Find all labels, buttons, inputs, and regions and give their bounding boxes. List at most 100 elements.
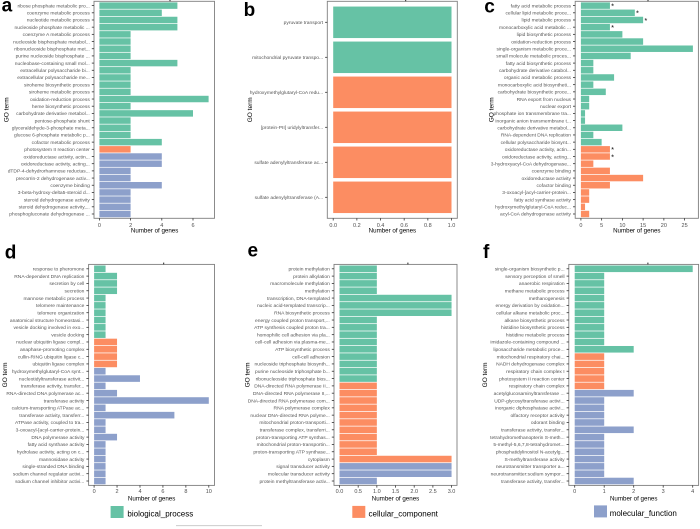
svg-text:lipid biosynthetic process: lipid biosynthetic process	[517, 32, 572, 38]
svg-text:carbohydrate derivative metabo: carbohydrate derivative metabol...	[497, 126, 571, 132]
svg-text:oxidoreductase activity, actin: oxidoreductase activity, acting...	[21, 161, 90, 167]
svg-text:histidine metabolic process: histidine metabolic process	[506, 332, 565, 338]
svg-text:transferase activity: transferase activity	[44, 398, 85, 404]
svg-text:alkane biosynthetic process: alkane biosynthetic process	[505, 318, 566, 324]
svg-text:0.8: 0.8	[424, 223, 432, 229]
svg-text:nucleotidyltransferase activit: nucleotidyltransferase activit...	[19, 376, 85, 382]
svg-text:GO term: GO term	[482, 362, 489, 387]
svg-text:4: 4	[138, 489, 141, 495]
svg-text:olfactory receptor activity: olfactory receptor activity	[511, 413, 566, 419]
svg-text:oxidoreductase activity, actin: oxidoreductase activity, acting...	[502, 154, 571, 160]
svg-text:0: 0	[98, 223, 101, 229]
svg-text:cellular_component: cellular_component	[369, 509, 439, 518]
svg-text:fatty acid metabolic process: fatty acid metabolic process	[511, 3, 572, 9]
svg-text:tetrahydromethanopterin S-meth: tetrahydromethanopterin S-meth...	[490, 435, 564, 441]
svg-text:1: 1	[603, 489, 606, 495]
svg-text:0.5: 0.5	[354, 489, 362, 495]
svg-text:ubiquitin ligase complex: ubiquitin ligase complex	[32, 362, 84, 368]
svg-text:molecular transducer activity: molecular transducer activity	[268, 471, 331, 477]
svg-text:nucleic acid-templated transcr: nucleic acid-templated transcrip...	[257, 303, 330, 309]
svg-text:RNA-dependent DNA replication: RNA-dependent DNA replication	[501, 133, 571, 139]
svg-text:purine nucleoside triphosphate: purine nucleoside triphosphate b...	[255, 369, 330, 375]
svg-text:0.0: 0.0	[329, 223, 337, 229]
svg-text:cellular alkane metabolic proc: cellular alkane metabolic proc...	[496, 310, 565, 316]
svg-text:histidine biosynthetic process: histidine biosynthetic process	[501, 325, 565, 331]
svg-text:fatty acid synthase activity: fatty acid synthase activity	[28, 442, 85, 448]
svg-text:3.0: 3.0	[448, 489, 456, 495]
svg-text:macromolecule methylation: macromolecule methylation	[270, 281, 330, 287]
svg-text:inorganic anion transmembrane: inorganic anion transmembrane t...	[495, 118, 571, 124]
svg-text:acetylglucosaminyltransferase: acetylglucosaminyltransferase ...	[494, 391, 565, 397]
svg-text:odorant binding: odorant binding	[531, 420, 565, 426]
svg-text:pentose-phosphate shunt: pentose-phosphate shunt	[35, 118, 91, 124]
svg-text:2: 2	[116, 489, 119, 495]
svg-text:ribonucleoside triphosphate bi: ribonucleoside triphosphate bios...	[256, 376, 330, 382]
svg-text:nucleoside triphosphate biosyn: nucleoside triphosphate biosynth...	[254, 362, 329, 368]
svg-text:hydroxymethylglutaryl-CoA redu: hydroxymethylglutaryl-CoA redu...	[250, 90, 323, 96]
svg-text:8: 8	[184, 489, 187, 495]
svg-text:neurotransmitter:sodium sympor: neurotransmitter:sodium sympor...	[491, 471, 565, 477]
svg-text:transcription, DNA-templated: transcription, DNA-templated	[267, 296, 330, 302]
svg-text:coenzyme binding: coenzyme binding	[532, 169, 572, 175]
svg-text:methanogenesis: methanogenesis	[529, 296, 565, 302]
svg-text:nuclear DNA-directed RNA polym: nuclear DNA-directed RNA polyme...	[250, 413, 329, 419]
svg-text:NADH dehydrogenase complex: NADH dehydrogenase complex	[496, 362, 565, 368]
svg-text:*: *	[644, 16, 647, 25]
svg-text:nucleoside phosphate metabolic: nucleoside phosphate metabolic ...	[14, 25, 89, 31]
svg-text:signal transducer activity: signal transducer activity	[276, 464, 330, 470]
svg-text:b: b	[244, 0, 256, 21]
svg-text:oxidoreductase activity, actin: oxidoreductase activity, actin...	[505, 147, 571, 153]
svg-text:GO term: GO term	[2, 362, 9, 387]
svg-text:siroheme biosynthetic process: siroheme biosynthetic process	[24, 82, 90, 88]
svg-text:vesicle docking involved in ex: vesicle docking involved in exo...	[13, 325, 84, 331]
svg-text:5: 5	[600, 223, 603, 229]
svg-text:cell-cell adhesion: cell-cell adhesion	[292, 354, 330, 360]
svg-text:ribose phosphate metabolic pro: ribose phosphate metabolic pro...	[17, 3, 89, 9]
svg-text:ribonucleoside bisphosphate me: ribonucleoside bisphosphate met...	[14, 46, 90, 52]
svg-text:proton-transporting ATP syntha: proton-transporting ATP synthas...	[256, 435, 330, 441]
svg-text:single-organism metabolic proc: single-organism metabolic proce...	[497, 46, 571, 52]
svg-text:cofactor metabolic process: cofactor metabolic process	[32, 140, 91, 146]
svg-text:dTDP-4-dehydrorhamnose reducta: dTDP-4-dehydrorhamnose reductas...	[8, 169, 90, 175]
svg-text:photosystem II reaction center: photosystem II reaction center	[499, 376, 565, 382]
svg-text:protein alkylation: protein alkylation	[293, 274, 330, 280]
svg-text:2.0: 2.0	[410, 489, 418, 495]
svg-text:3-oxoacyl-[acyl-carrier-protei: 3-oxoacyl-[acyl-carrier-protein...	[502, 190, 571, 196]
svg-text:monocarboxylic acid biosynthet: monocarboxylic acid biosyntheti...	[498, 82, 571, 88]
svg-text:respiratory chain complex: respiratory chain complex	[509, 384, 565, 390]
svg-text:RNA biosynthetic process: RNA biosynthetic process	[274, 310, 330, 316]
svg-text:GO term: GO term	[247, 97, 254, 122]
svg-text:energy coupled proton transpor: energy coupled proton transport,...	[255, 318, 330, 324]
svg-text:oxidation-reduction process: oxidation-reduction process	[511, 39, 571, 45]
svg-text:fatty acid biosynthetic proces: fatty acid biosynthetic process	[506, 61, 572, 67]
svg-text:sulfate adenylyltransferase ac: sulfate adenylyltransferase ac...	[254, 160, 323, 166]
svg-text:RNA export from nucleus: RNA export from nucleus	[517, 97, 572, 103]
svg-text:RNA polymerase complex: RNA polymerase complex	[274, 406, 331, 412]
svg-text:purine nucleoside bisphosphate: purine nucleoside bisphosphate ...	[16, 54, 90, 60]
svg-text:e: e	[248, 241, 259, 262]
svg-text:cell-cell adhesion via plasma-: cell-cell adhesion via plasma-me...	[255, 340, 330, 346]
svg-text:secretion by cell: secretion by cell	[49, 281, 84, 287]
svg-text:2.5: 2.5	[429, 489, 437, 495]
svg-text:mannosidase activity: mannosidase activity	[39, 457, 85, 463]
svg-text:mitochondrial proton-transport: mitochondrial proton-transportin...	[257, 442, 330, 448]
svg-text:lipid metabolic process: lipid metabolic process	[522, 18, 572, 24]
svg-text:Number of genes: Number of genes	[610, 496, 657, 503]
svg-text:3-hydroxyacyl-CoA dehydrogenas: 3-hydroxyacyl-CoA dehydrogenase...	[491, 161, 571, 167]
svg-text:vesicle docking: vesicle docking	[51, 332, 84, 338]
svg-text:energy derivation by oxidation: energy derivation by oxidation...	[496, 303, 565, 309]
svg-text:cytoplasm: cytoplasm	[308, 457, 330, 463]
svg-text:*: *	[611, 23, 614, 32]
svg-text:hydrolase activity, acting on: hydrolase activity, acting on c...	[17, 449, 85, 455]
svg-text:6: 6	[161, 489, 164, 495]
svg-text:1.0: 1.0	[373, 489, 381, 495]
svg-text:c: c	[484, 0, 495, 18]
svg-text:4: 4	[160, 223, 163, 229]
svg-text:DNA polymerase activity: DNA polymerase activity	[31, 435, 85, 441]
svg-text:telomere organization: telomere organization	[37, 310, 84, 316]
svg-text:anatomical structure homeostas: anatomical structure homeostasi...	[10, 318, 84, 324]
svg-text:steroid dehydrogenase activity: steroid dehydrogenase activity,...	[19, 205, 90, 211]
svg-text:ATP biosynthetic process: ATP biosynthetic process	[275, 347, 330, 353]
svg-text:d: d	[5, 242, 17, 263]
svg-text:oxidation-reduction process: oxidation-reduction process	[30, 97, 90, 103]
